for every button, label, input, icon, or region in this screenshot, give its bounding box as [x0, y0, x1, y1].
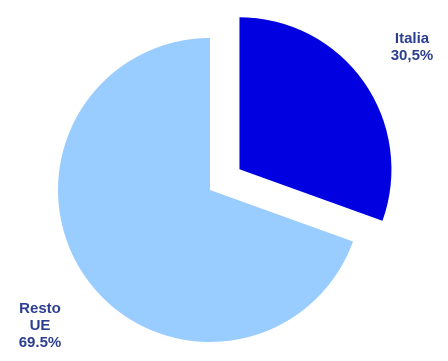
pie-slice-0 [239, 17, 392, 221]
slice-label-resto-line1: Resto [19, 300, 61, 317]
slice-label-italia-name: Italia [394, 30, 430, 47]
slice-label-resto-ue: Resto UE 69.5% [12, 300, 68, 351]
slice-label-italia-value: 30,5% [390, 47, 434, 64]
slice-label-resto-line2: UE [29, 317, 51, 334]
slice-label-resto-value: 69.5% [18, 334, 62, 351]
pie-slice-1 [58, 38, 354, 343]
slice-label-italia: Italia 30,5% [380, 30, 444, 64]
